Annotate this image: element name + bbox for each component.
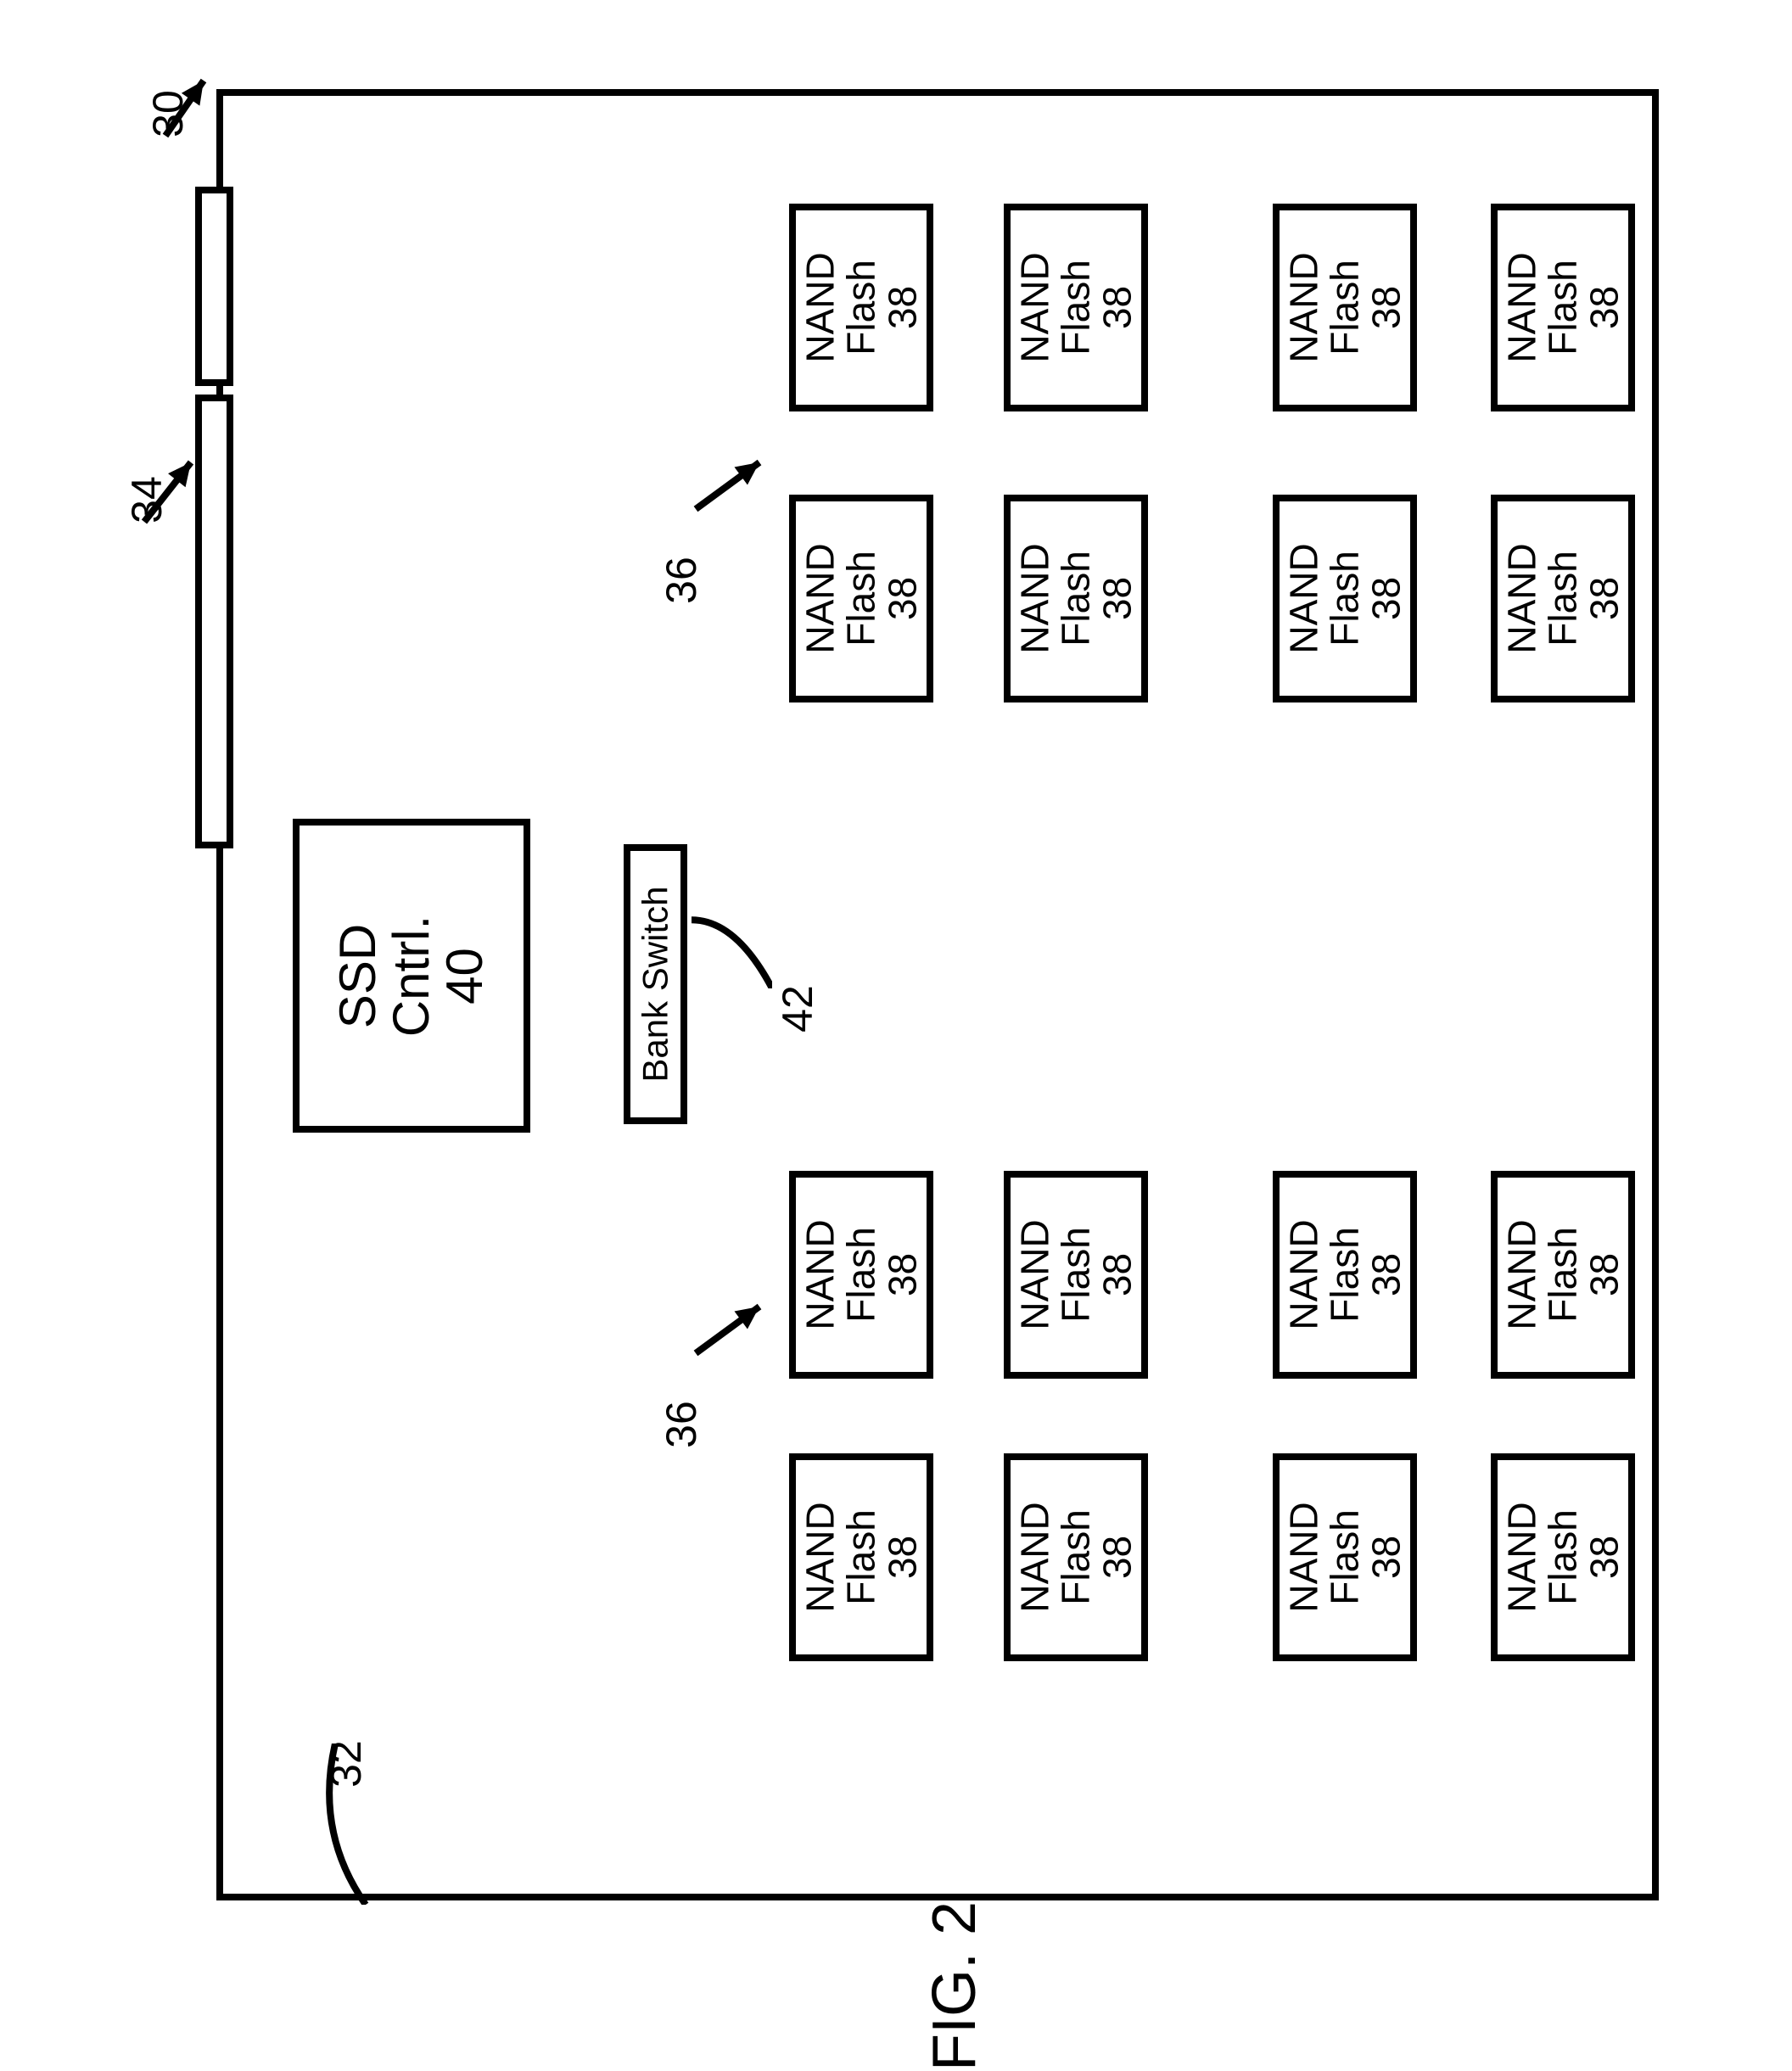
nand-ref: 38	[1096, 1502, 1137, 1612]
nand-ref: 38	[1583, 1219, 1624, 1329]
nand-ref: 38	[882, 1502, 922, 1612]
nand-line2: Flash	[1056, 252, 1096, 362]
edge-connector-top	[195, 187, 233, 386]
nand-line1: NAND	[1284, 1502, 1324, 1612]
nand-line2: Flash	[1543, 1219, 1583, 1329]
arrow-a30	[148, 64, 221, 153]
nand-line1: NAND	[1015, 1502, 1056, 1612]
nand-ref: 38	[1096, 252, 1137, 362]
nand-chip: NANDFlash38	[1273, 1453, 1417, 1661]
nand-chip: NANDFlash38	[1273, 495, 1417, 702]
nand-chip: NANDFlash38	[1004, 1453, 1148, 1661]
nand-line1: NAND	[800, 1502, 841, 1612]
nand-ref: 38	[1583, 543, 1624, 653]
annotation-a36b: 36	[657, 1401, 706, 1448]
bank-switch: Bank Switch	[624, 844, 687, 1124]
nand-chip: NANDFlash38	[1491, 204, 1635, 411]
nand-ref: 38	[882, 543, 922, 653]
nand-line2: Flash	[1543, 252, 1583, 362]
nand-line2: Flash	[1324, 543, 1365, 653]
nand-line1: NAND	[800, 543, 841, 653]
nand-chip: NANDFlash38	[1004, 1171, 1148, 1379]
nand-line2: Flash	[1056, 1219, 1096, 1329]
nand-ref: 38	[882, 252, 922, 362]
nand-line1: NAND	[1015, 252, 1056, 362]
arrow-a36a	[679, 445, 776, 526]
nand-chip: NANDFlash38	[1004, 495, 1148, 702]
nand-chip: NANDFlash38	[1491, 495, 1635, 702]
nand-line2: Flash	[1543, 1502, 1583, 1612]
nand-line1: NAND	[1284, 543, 1324, 653]
nand-line1: NAND	[1502, 543, 1543, 653]
nand-line2: Flash	[1056, 543, 1096, 653]
nand-chip: NANDFlash38	[1491, 1171, 1635, 1379]
nand-chip: NANDFlash38	[789, 1453, 933, 1661]
nand-ref: 38	[1365, 1219, 1406, 1329]
arrow-a34	[127, 445, 208, 539]
nand-line1: NAND	[1502, 252, 1543, 362]
nand-ref: 38	[1365, 1502, 1406, 1612]
nand-ref: 38	[1583, 1502, 1624, 1612]
nand-line2: Flash	[1324, 1502, 1365, 1612]
nand-line1: NAND	[1502, 1219, 1543, 1329]
nand-line2: Flash	[841, 1502, 882, 1612]
nand-line1: NAND	[800, 1219, 841, 1329]
nand-line2: Flash	[1324, 252, 1365, 362]
nand-chip: NANDFlash38	[1004, 204, 1148, 411]
nand-line1: NAND	[1502, 1502, 1543, 1612]
nand-chip: NANDFlash38	[1273, 204, 1417, 411]
nand-ref: 38	[1365, 252, 1406, 362]
nand-line1: NAND	[1284, 1219, 1324, 1329]
nand-line2: Flash	[1543, 543, 1583, 653]
nand-chip: NANDFlash38	[789, 1171, 933, 1379]
leader-42	[692, 916, 772, 988]
nand-line1: NAND	[800, 252, 841, 362]
nand-chip: NANDFlash38	[1491, 1453, 1635, 1661]
annotation-a36a: 36	[657, 557, 706, 604]
annotation-fig: FIG. 2	[920, 1901, 989, 2071]
nand-line1: NAND	[1015, 543, 1056, 653]
annotation-a42: 42	[773, 985, 822, 1033]
nand-ref: 38	[1096, 543, 1137, 653]
ssd-controller-line2: Cntrl.	[384, 915, 438, 1036]
nand-line1: NAND	[1284, 252, 1324, 362]
nand-ref: 38	[882, 1219, 922, 1329]
nand-ref: 38	[1365, 543, 1406, 653]
nand-line2: Flash	[841, 1219, 882, 1329]
ssd-controller: SSDCntrl.40	[293, 819, 530, 1133]
nand-line2: Flash	[841, 252, 882, 362]
nand-ref: 38	[1096, 1219, 1137, 1329]
nand-line2: Flash	[1056, 1502, 1096, 1612]
nand-chip: NANDFlash38	[789, 495, 933, 702]
bank-switch-label: Bank Switch	[636, 886, 674, 1082]
nand-line2: Flash	[1324, 1219, 1365, 1329]
nand-line2: Flash	[841, 543, 882, 653]
nand-chip: NANDFlash38	[789, 204, 933, 411]
nand-chip: NANDFlash38	[1273, 1171, 1417, 1379]
nand-line1: NAND	[1015, 1219, 1056, 1329]
nand-ref: 38	[1583, 252, 1624, 362]
leader-32	[310, 1744, 412, 1905]
arrow-a36b	[679, 1290, 776, 1370]
ssd-controller-ref: 40	[438, 915, 491, 1036]
ssd-controller-line1: SSD	[331, 915, 384, 1036]
